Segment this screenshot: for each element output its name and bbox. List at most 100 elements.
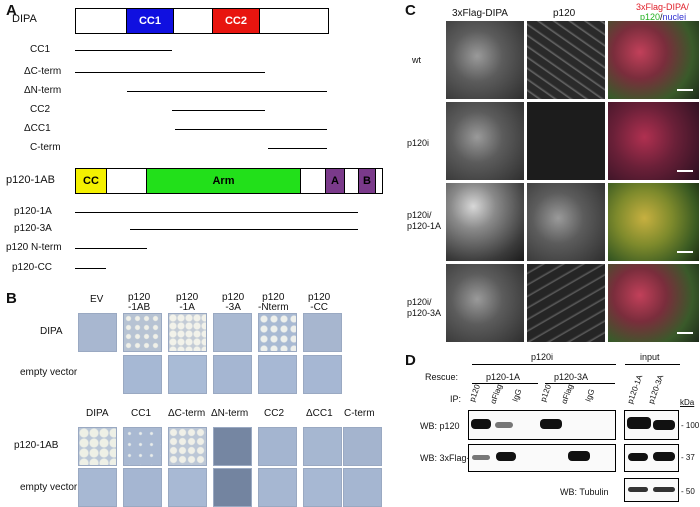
- merge-header-slash: /: [660, 12, 663, 22]
- wb-label: WB: 3xFlag-DIPA: [420, 453, 490, 463]
- micrograph: [445, 263, 525, 343]
- yeast-col-label: p120 -1AB: [128, 292, 151, 313]
- yeast-col-label: CC2: [264, 408, 285, 419]
- yeast-col-label: ΔN-term: [211, 408, 249, 419]
- band: [472, 455, 490, 460]
- col-header: p120: [553, 8, 576, 19]
- yeast-plate: [123, 427, 162, 466]
- yeast-plate: [123, 468, 162, 507]
- p120-label: p120-1AB: [6, 174, 55, 186]
- yeast-col-label: EV: [90, 294, 104, 305]
- micrograph: [526, 263, 606, 343]
- rescue-3a: p120-3A: [554, 372, 589, 382]
- dipa-protein-bar: [75, 8, 329, 34]
- construct-label: C-term: [30, 142, 61, 153]
- row-label: p120i: [407, 138, 430, 148]
- lane-label: IgG: [510, 387, 524, 403]
- band: [653, 420, 675, 430]
- band: [653, 452, 675, 461]
- lane-label: p120: [538, 383, 554, 403]
- yeast-col-label: p120 -CC: [308, 292, 331, 313]
- blot-flag: [468, 444, 616, 472]
- micrograph: [445, 182, 525, 262]
- yeast-plate: [78, 313, 117, 352]
- construct-label: p120-3A: [14, 223, 52, 234]
- row-label: p120i/ p120-1A: [407, 210, 442, 231]
- row-label: p120i/ p120-3A: [407, 297, 442, 318]
- merge-header-nuclei: nuclei: [662, 12, 687, 22]
- wb-label: WB: p120: [420, 421, 460, 431]
- micrograph: [607, 20, 700, 100]
- wb-label: WB: Tubulin: [560, 487, 609, 497]
- construct-label: ΔN-term: [24, 85, 62, 96]
- yeast-col-label: DIPA: [86, 408, 109, 419]
- scale-bar: [677, 332, 693, 334]
- merge-header-flag: 3xFlag-DIPA/: [636, 2, 689, 12]
- construct-line: [75, 248, 147, 249]
- yeast-plate: [123, 313, 162, 352]
- yeast-row-label: empty vector: [20, 367, 78, 378]
- scale-bar: [677, 170, 693, 172]
- yeast-plate: [168, 468, 207, 507]
- band: [627, 417, 651, 429]
- construct-label: p120-CC: [12, 262, 53, 273]
- panel-b-letter: B: [6, 290, 17, 307]
- yeast-plate: [343, 468, 382, 507]
- construct-line: [127, 91, 327, 92]
- construct-line: [75, 50, 172, 51]
- yeast-plate: [258, 427, 297, 466]
- lane-label: p120: [467, 383, 483, 403]
- yeast-col-label: p120 -3A: [222, 292, 245, 313]
- mw-marker: - 100: [681, 421, 700, 430]
- group-label: input: [640, 352, 660, 362]
- scale-bar: [677, 89, 693, 91]
- construct-line: [75, 72, 265, 73]
- micrograph: [607, 101, 700, 181]
- lane-label: p120-3A: [646, 373, 666, 405]
- panel-c-letter: C: [405, 2, 416, 19]
- row-label: wt: [412, 55, 421, 65]
- yeast-plate: [303, 468, 342, 507]
- construct-label: CC2: [30, 104, 51, 115]
- mw-marker: - 50: [681, 487, 695, 496]
- group-line: [472, 364, 616, 365]
- cc-domain: CC: [75, 168, 107, 194]
- micrograph: [445, 101, 525, 181]
- construct-label: ΔCC1: [24, 123, 51, 134]
- band: [471, 419, 491, 429]
- construct-label: ΔC-term: [24, 66, 62, 77]
- yeast-plate: [258, 313, 297, 352]
- kda-label: kDa: [680, 398, 695, 407]
- construct-line: [175, 129, 327, 130]
- construct-line: [172, 110, 265, 111]
- micrograph: [445, 20, 525, 100]
- yeast-col-label: p120 -Nterm: [258, 292, 289, 313]
- band: [568, 451, 590, 461]
- yeast-plate: [123, 355, 162, 394]
- yeast-plate: [168, 313, 207, 352]
- dipa-label: DIPA: [12, 13, 37, 25]
- b-domain: B: [358, 168, 376, 194]
- yeast-plate: [213, 313, 252, 352]
- yeast-plate: [78, 468, 117, 507]
- construct-label: p120 N-term: [6, 242, 62, 253]
- panel-d-letter: D: [405, 352, 416, 369]
- panel-a-letter: A: [6, 2, 17, 19]
- lane-label: IgG: [583, 387, 597, 403]
- yeast-col-label: ΔCC1: [306, 408, 333, 419]
- micrograph: [607, 182, 700, 262]
- construct-label: CC1: [30, 44, 51, 55]
- band: [628, 487, 648, 492]
- yeast-plate: [78, 427, 117, 466]
- construct-line: [75, 212, 358, 213]
- scale-bar: [677, 251, 693, 253]
- yeast-plate: [303, 427, 342, 466]
- construct-line: [75, 268, 106, 269]
- lane-label: αFlag: [488, 382, 504, 405]
- yeast-plate: [168, 427, 207, 466]
- yeast-plate: [168, 355, 207, 394]
- micrograph: [526, 101, 606, 181]
- rescue-line: [545, 383, 615, 384]
- micrograph: [526, 182, 606, 262]
- yeast-plate: [213, 427, 252, 466]
